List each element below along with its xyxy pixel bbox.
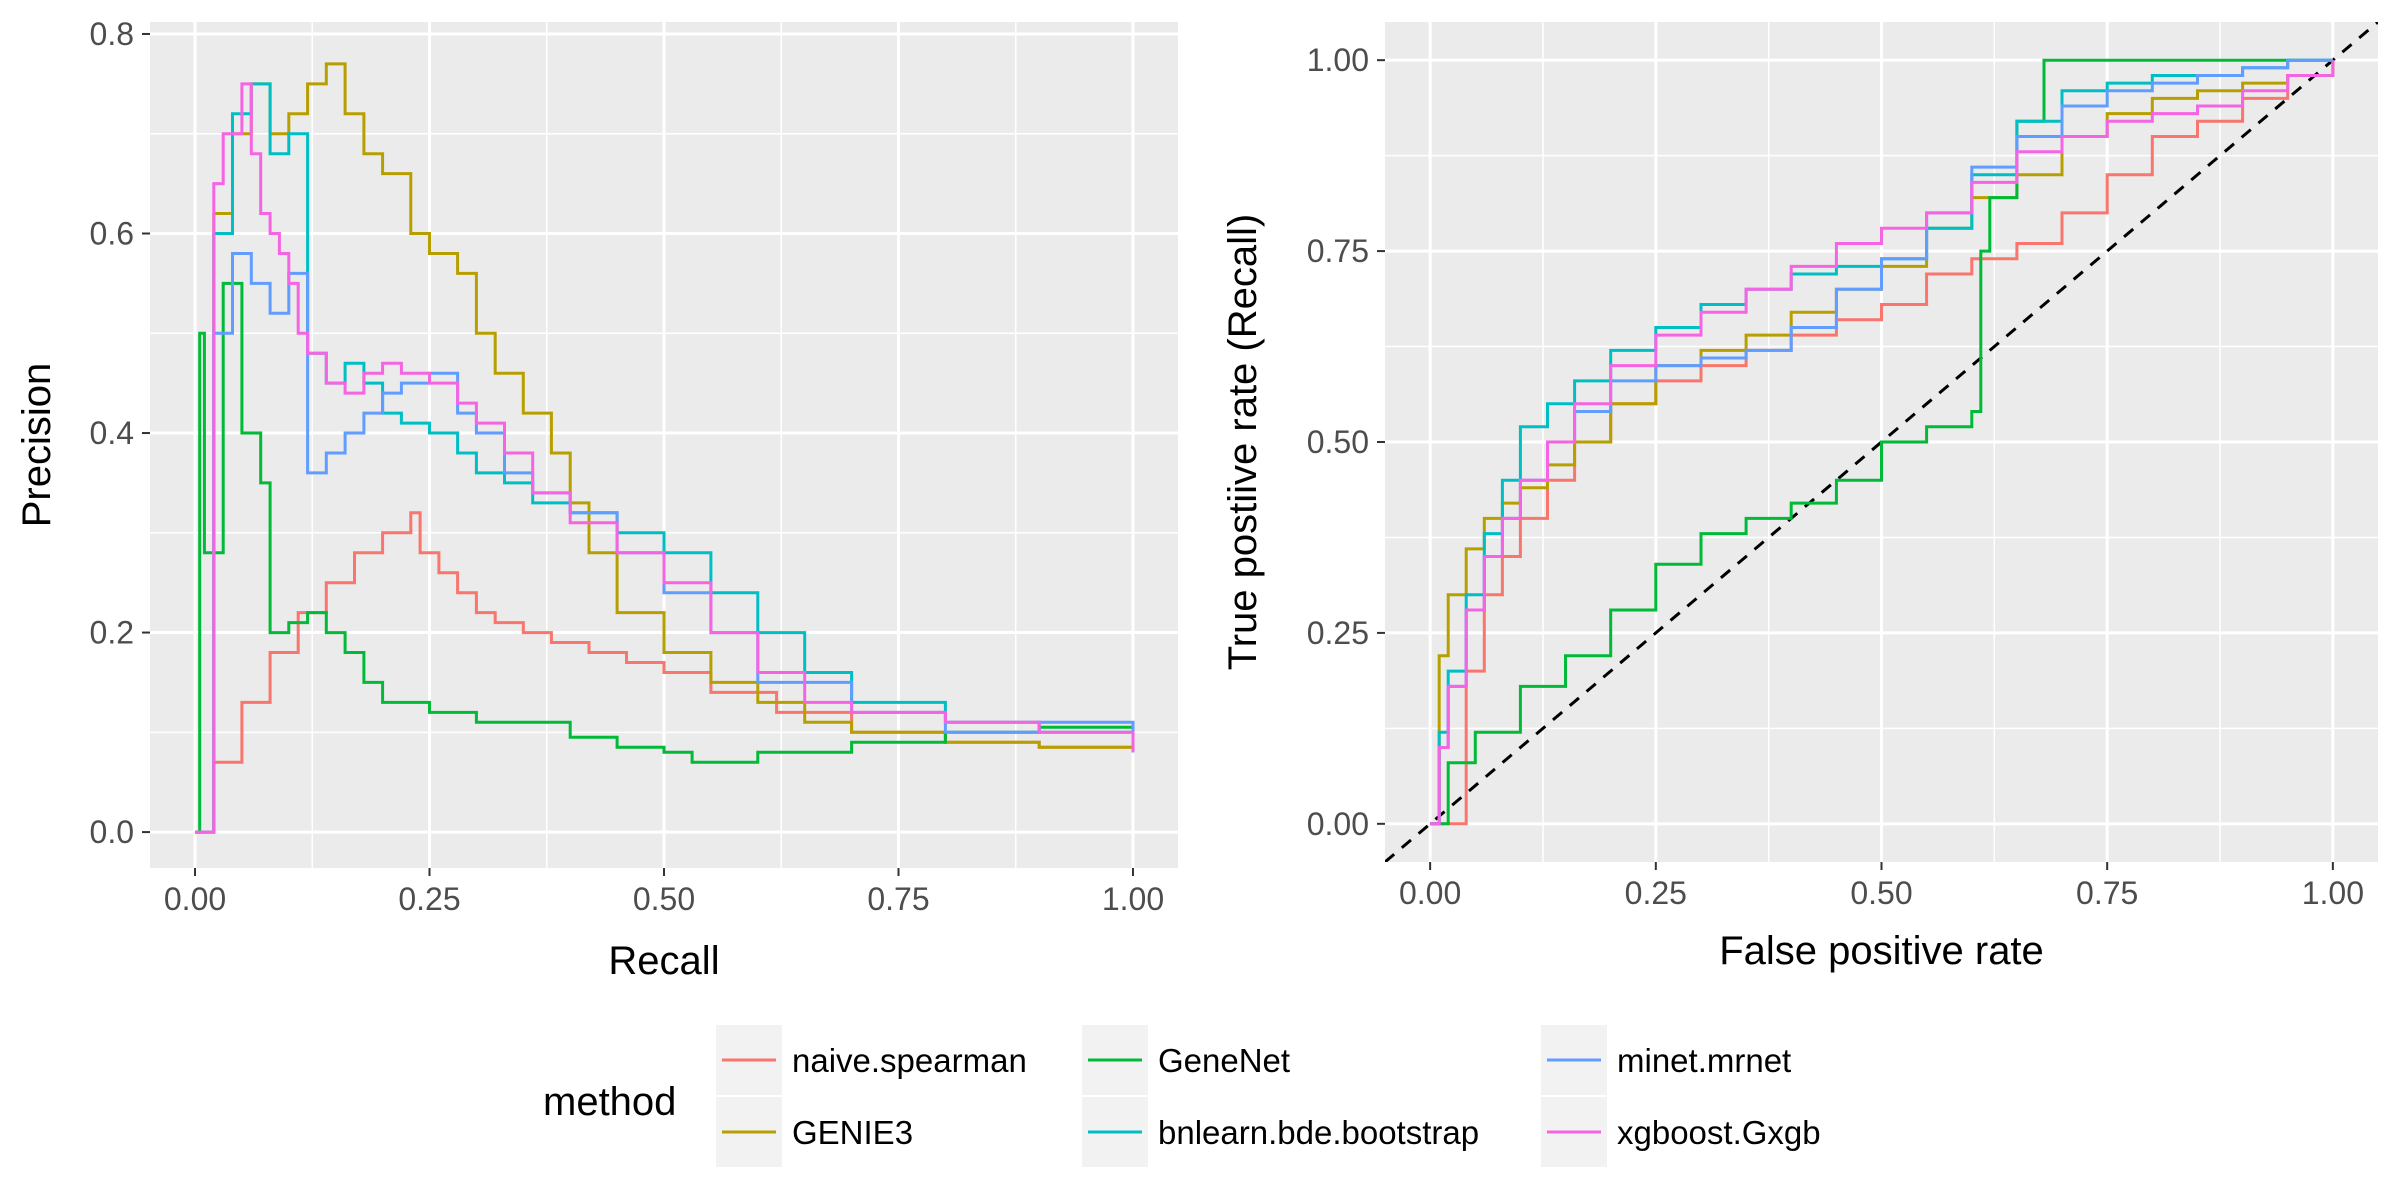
series-line-naive-spearman xyxy=(1430,60,2335,826)
legend-label: GENIE3 xyxy=(792,1114,913,1151)
series-line-naive-spearman xyxy=(195,511,1135,834)
series-line-xgboost-gxgb xyxy=(1430,60,2335,826)
x-tick-label: 0.50 xyxy=(633,881,695,917)
legend-label: minet.mrnet xyxy=(1617,1042,1791,1079)
y-tick-label: 0.4 xyxy=(90,415,134,451)
x-tick-label: 0.25 xyxy=(1625,875,1687,911)
y-tick-label: 0.6 xyxy=(90,216,134,252)
y-tick-label: 0.75 xyxy=(1307,233,1369,269)
legend-label: GeneNet xyxy=(1158,1042,1290,1079)
x-tick-label: 0.25 xyxy=(398,881,460,917)
series-line-genenet xyxy=(1430,58,2333,826)
y-tick-label: 0.2 xyxy=(90,615,134,651)
diagonal-reference-line xyxy=(1385,22,2378,862)
y-axis-title: Precision xyxy=(15,363,59,528)
series-line-genie3 xyxy=(195,62,1135,834)
y-tick-label: 0.00 xyxy=(1307,806,1369,842)
y-tick-label: 1.00 xyxy=(1307,42,1369,78)
x-axis-title: Recall xyxy=(608,939,719,983)
precision-recall-panel: 0.00 0.25 0.50 0.75 1.00 0.0 0.2 0.4 0.6 0.8 Recal… xyxy=(15,16,1178,983)
x-tick-label: 0.00 xyxy=(164,881,226,917)
y-tick-label: 0.25 xyxy=(1307,615,1369,651)
y-axis-title: True postiive rate (Recall) xyxy=(1221,214,1265,670)
legend-label: naive.spearman xyxy=(792,1042,1027,1079)
legend-label: bnlearn.bde.bootstrap xyxy=(1158,1114,1479,1151)
legend: method naive.spearman GENIE3 GeneNet bnlearn… xyxy=(543,1025,1821,1167)
series-line-xgboost-gxgb xyxy=(195,82,1135,834)
y-tick-label: 0.0 xyxy=(90,814,134,850)
x-tick-label: 1.00 xyxy=(1102,881,1164,917)
x-tick-label: 0.75 xyxy=(2076,875,2138,911)
series-line-genenet xyxy=(195,281,1135,834)
legend-label: xgboost.Gxgb xyxy=(1617,1114,1821,1151)
legend-title: method xyxy=(543,1080,676,1124)
y-tick-label: 0.8 xyxy=(90,16,134,52)
x-tick-label: 0.50 xyxy=(1850,875,1912,911)
roc-panel: 0.00 0.25 0.50 0.75 1.00 0.00 0.25 0.50 0.75 1.00… xyxy=(1221,22,2378,973)
y-tick-label: 0.50 xyxy=(1307,424,1369,460)
x-tick-label: 0.75 xyxy=(867,881,929,917)
series-line-bnlearn-bde-bootstrap xyxy=(195,82,1135,834)
x-tick-label: 1.00 xyxy=(2302,875,2364,911)
x-tick-label: 0.00 xyxy=(1399,875,1461,911)
x-axis-title: False positive rate xyxy=(1719,929,2044,973)
